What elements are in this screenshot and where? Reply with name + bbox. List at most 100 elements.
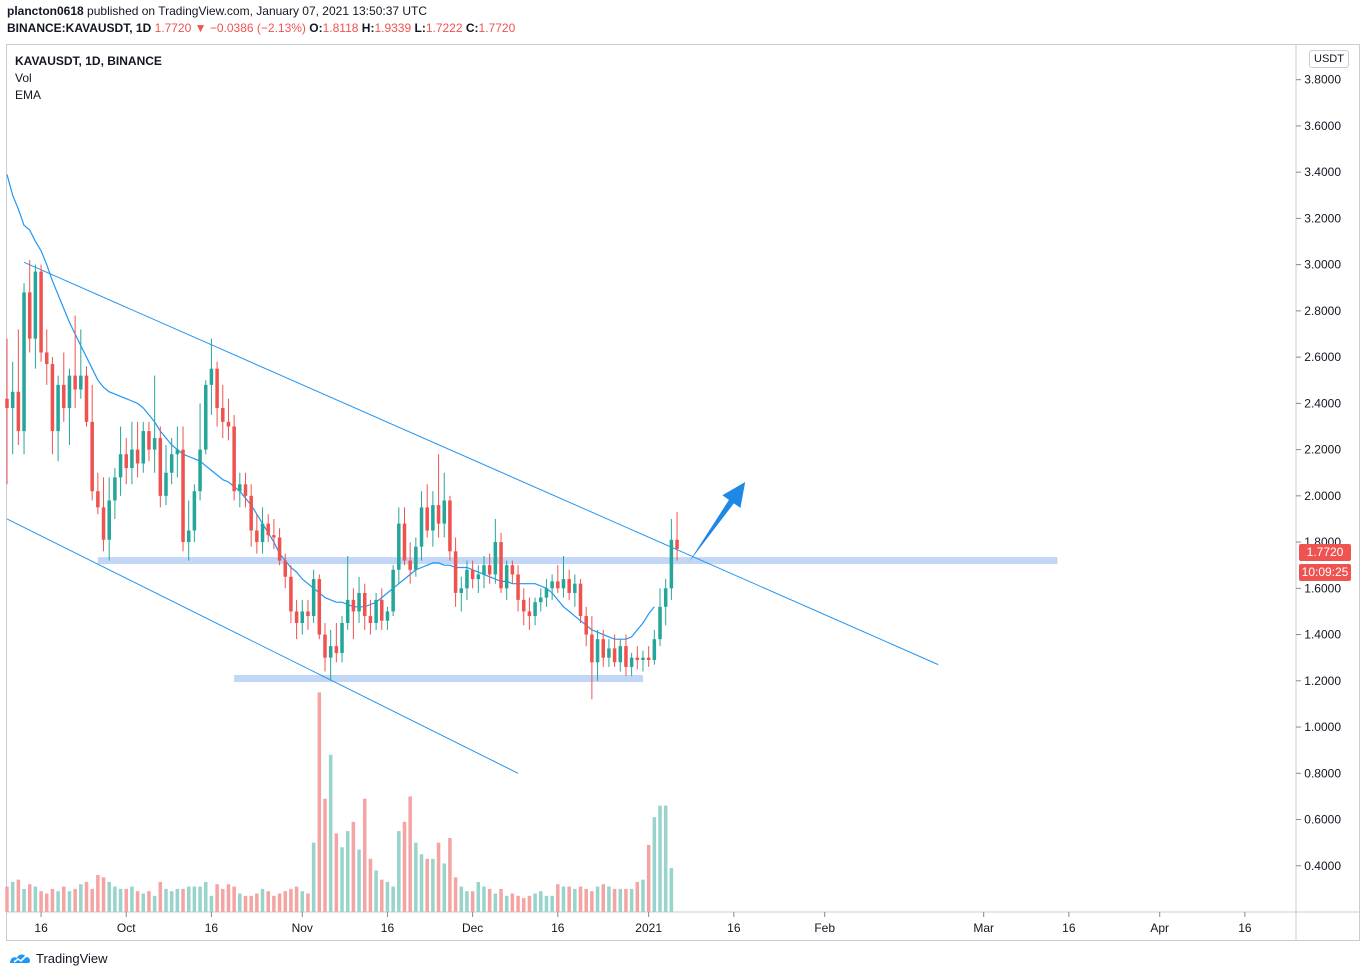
volume-bar bbox=[476, 881, 481, 912]
candle-body bbox=[84, 375, 89, 422]
footer-brand[interactable]: TradingView bbox=[8, 950, 108, 966]
volume-bar bbox=[504, 895, 509, 912]
candle-body bbox=[50, 364, 55, 432]
volume-bar bbox=[300, 891, 305, 912]
volume-bar bbox=[669, 868, 674, 912]
volume-bar bbox=[16, 879, 21, 912]
volume-bar bbox=[425, 858, 429, 912]
volume-bar bbox=[663, 805, 668, 912]
volume-bar bbox=[141, 893, 146, 912]
volume-bar bbox=[374, 870, 378, 912]
volume-bar bbox=[73, 888, 77, 912]
volume-bar bbox=[459, 886, 464, 912]
footer-brand-text: TradingView bbox=[36, 950, 108, 966]
volume-bar bbox=[22, 888, 26, 912]
candle-body bbox=[209, 368, 214, 385]
volume-bar bbox=[203, 881, 208, 912]
upper-trendline bbox=[23, 261, 939, 666]
volume-bar bbox=[323, 798, 327, 912]
y-tick-label: 3.6000 bbox=[1304, 119, 1341, 133]
candle-body bbox=[44, 352, 49, 365]
x-tick-label: 2021 bbox=[635, 921, 662, 935]
volume-bar bbox=[584, 888, 588, 912]
symbol-line: BINANCE:KAVAUSDT, 1D bbox=[7, 21, 152, 35]
volume-bar bbox=[419, 854, 424, 912]
candle-body bbox=[186, 530, 191, 543]
candle-body bbox=[431, 505, 435, 531]
y-tick-label: 1.6000 bbox=[1304, 581, 1341, 595]
volume-bar bbox=[385, 881, 390, 912]
candle-body bbox=[527, 611, 532, 617]
candle-body bbox=[198, 449, 202, 492]
candle-body bbox=[624, 646, 628, 667]
volume-bar bbox=[67, 891, 72, 912]
candle-body bbox=[260, 523, 265, 543]
lower-trendline bbox=[6, 518, 519, 774]
x-tick-label: Mar bbox=[973, 921, 994, 935]
candle-body bbox=[641, 657, 645, 660]
candle-body bbox=[663, 588, 668, 607]
candle-body bbox=[618, 646, 623, 663]
candle-body bbox=[135, 449, 140, 464]
volume-bar bbox=[612, 888, 617, 912]
candle-body bbox=[73, 375, 77, 390]
volume-bar bbox=[215, 884, 219, 912]
volume-bar bbox=[5, 886, 9, 912]
volume-bar bbox=[345, 831, 350, 912]
symbol-ohlc-line: BINANCE:KAVAUSDT, 1D 1.7720 ▼ −0.0386 (−… bbox=[7, 21, 515, 35]
volume-bar bbox=[90, 888, 94, 912]
candle-body bbox=[453, 551, 458, 593]
volume-bar bbox=[561, 886, 566, 912]
volume-bar bbox=[186, 886, 191, 912]
volume-bar bbox=[328, 754, 333, 912]
candle-body bbox=[595, 639, 600, 663]
volume-bar bbox=[255, 893, 259, 912]
candle-body bbox=[556, 581, 560, 589]
volume-bar bbox=[130, 886, 134, 912]
volume-bar bbox=[629, 888, 634, 912]
volume-bar bbox=[362, 798, 367, 912]
volume-bar bbox=[135, 891, 140, 912]
candle-body bbox=[181, 449, 185, 543]
volume-bar bbox=[533, 893, 537, 912]
volume-bar bbox=[44, 893, 49, 912]
legend-ema[interactable]: EMA bbox=[15, 88, 42, 102]
x-tick-label: Dec bbox=[462, 921, 483, 935]
volume-bar bbox=[334, 833, 339, 912]
candle-body bbox=[499, 542, 503, 589]
candle-body bbox=[317, 579, 322, 635]
chart-frame bbox=[6, 44, 1360, 941]
y-tick-label: 3.4000 bbox=[1304, 165, 1341, 179]
currency-unit-label[interactable]: USDT bbox=[1309, 50, 1349, 68]
volume-bar bbox=[317, 692, 322, 912]
volume-bar bbox=[33, 886, 38, 912]
target-arrow bbox=[688, 481, 746, 563]
chart-legend: KAVAUSDT, 1D, BINANCE Vol EMA bbox=[15, 53, 162, 104]
candle-body bbox=[27, 292, 32, 339]
volume-bar bbox=[578, 886, 583, 912]
candle-body bbox=[113, 477, 117, 501]
volume-bar bbox=[641, 879, 645, 912]
candle-body bbox=[675, 539, 679, 550]
legend-vol[interactable]: Vol bbox=[15, 71, 32, 85]
volume-bar bbox=[499, 888, 503, 912]
candle-body bbox=[550, 581, 554, 589]
y-tick-label: 2.6000 bbox=[1304, 350, 1341, 364]
candle-body bbox=[629, 657, 634, 667]
candle-body bbox=[62, 384, 66, 408]
high-label: H: bbox=[361, 21, 375, 35]
volume-bar bbox=[249, 895, 253, 912]
candle-body bbox=[130, 449, 134, 469]
volume-bar bbox=[436, 842, 441, 912]
candle-body bbox=[573, 583, 577, 593]
volume-bar bbox=[516, 895, 520, 912]
volume-bar bbox=[175, 888, 180, 912]
volume-bar bbox=[380, 879, 384, 912]
volume-bar bbox=[527, 895, 532, 912]
candle-body bbox=[67, 375, 72, 408]
volume-bar bbox=[192, 886, 197, 912]
change-value: −0.0386 (−2.13%) bbox=[209, 21, 306, 35]
candle-body bbox=[283, 560, 288, 577]
low-label: L: bbox=[414, 21, 426, 35]
